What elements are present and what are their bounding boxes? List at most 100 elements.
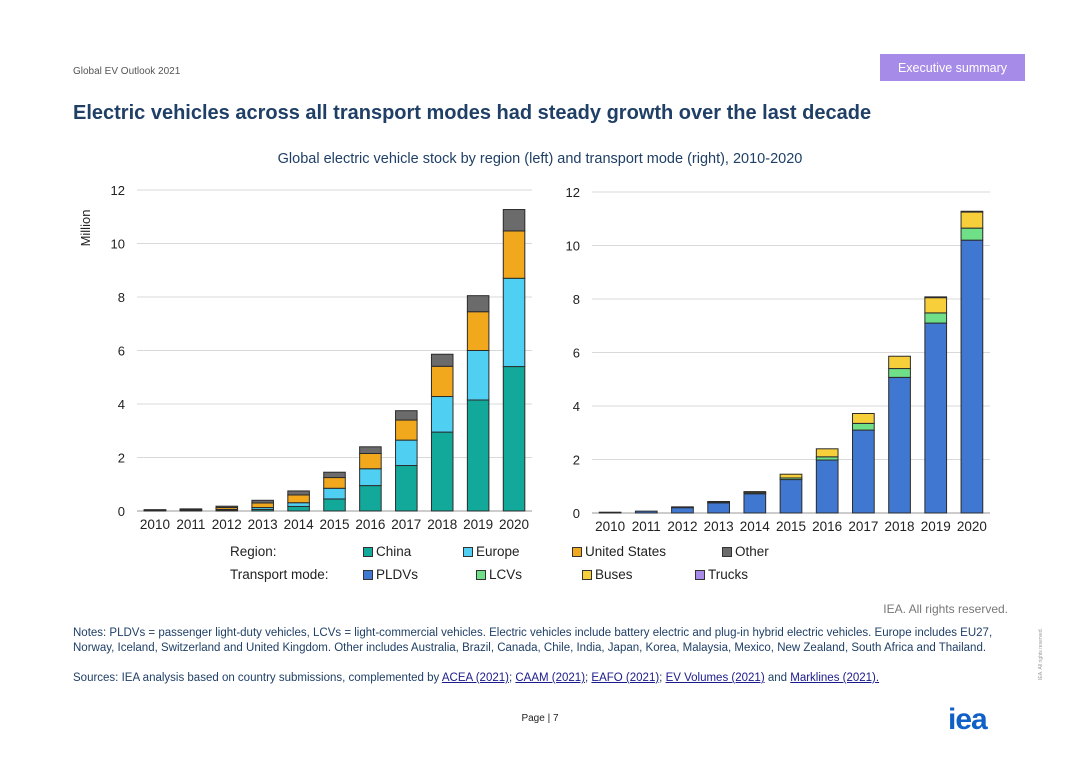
bar-region-other xyxy=(466,295,490,313)
source-link-acea[interactable]: ACEA (2021) xyxy=(441,672,509,684)
legend-region-label: Region: xyxy=(230,544,277,559)
bar-region-united-states xyxy=(359,452,382,470)
legend-item-trucks: Trucks xyxy=(695,567,748,582)
legend-item-buses: Buses xyxy=(582,567,633,582)
legend-item-lcvs: LCVs xyxy=(476,567,522,582)
source-link-eafo[interactable]: EAFO (2021) xyxy=(591,672,660,684)
bar-region-united-states xyxy=(502,230,526,279)
bar-region-europe xyxy=(395,439,418,467)
y-tick-label: 4 xyxy=(118,397,125,412)
x-tick-label: 2011 xyxy=(632,519,661,534)
legend-item-china: China xyxy=(363,544,411,559)
y-axis-label: Million xyxy=(78,210,93,247)
legend-mode-label: Transport mode: xyxy=(230,567,329,582)
y-tick-label: 2 xyxy=(118,451,125,466)
x-tick-label: 2016 xyxy=(812,519,842,534)
legend-swatch xyxy=(363,569,373,580)
x-tick-label: 2010 xyxy=(595,519,625,534)
x-tick-label: 2013 xyxy=(248,517,278,532)
x-tick-label: 2020 xyxy=(499,517,529,532)
bar-mode-lcvs xyxy=(671,506,694,509)
legend-swatch xyxy=(476,569,486,580)
bar-mode-lcvs xyxy=(888,368,911,378)
bar-region-united-states xyxy=(251,502,274,509)
x-tick-label: 2015 xyxy=(319,517,349,532)
bar-region-united-states xyxy=(466,311,490,351)
bar-mode-pldvs xyxy=(671,507,694,514)
x-tick-label: 2014 xyxy=(740,519,771,534)
x-tick-label: 2010 xyxy=(140,517,170,532)
bar-region-other xyxy=(251,499,274,504)
x-tick-label: 2015 xyxy=(776,519,806,534)
y-tick-label: 4 xyxy=(573,399,580,414)
bar-region-united-states xyxy=(323,477,346,489)
legend-swatch xyxy=(363,546,373,557)
bar-region-china xyxy=(359,485,382,512)
bar-mode-buses xyxy=(815,448,839,458)
bar-mode-buses xyxy=(743,491,767,494)
y-tick-label: 6 xyxy=(118,344,125,359)
source-link-ev-volumes[interactable]: EV Volumes (2021) xyxy=(665,672,765,684)
bar-mode-pldvs xyxy=(707,502,730,514)
bar-region-other xyxy=(179,508,203,511)
bar-region-other xyxy=(502,209,526,232)
section-badge[interactable]: Executive summary xyxy=(880,54,1025,81)
bar-mode-pldvs xyxy=(815,459,839,514)
x-tick-label: 2019 xyxy=(921,519,951,534)
y-tick-label: 10 xyxy=(111,237,125,252)
iea-logo: iea xyxy=(948,703,988,736)
bar-mode-pldvs xyxy=(743,493,767,514)
y-tick-label: 8 xyxy=(118,290,125,305)
x-tick-label: 2012 xyxy=(212,517,242,532)
bar-mode-pldvs xyxy=(924,322,948,514)
y-tick-label: 0 xyxy=(118,504,125,519)
x-tick-label: 2017 xyxy=(848,519,878,534)
legend-item-pldvs: PLDVs xyxy=(363,567,418,582)
bar-region-europe xyxy=(359,468,382,487)
bar-region-europe xyxy=(287,502,310,507)
bar-mode-buses xyxy=(924,297,948,314)
bar-mode-buses xyxy=(779,473,803,479)
bar-region-europe xyxy=(430,396,454,433)
bar-region-other xyxy=(395,410,418,421)
page-title: Electric vehicles across all transport m… xyxy=(73,102,872,124)
side-rights: IEA. All rights reserved. xyxy=(1038,628,1044,680)
legend-swatch xyxy=(572,546,582,557)
legend-item-europe: Europe xyxy=(463,544,520,559)
y-tick-label: 10 xyxy=(566,239,580,254)
bar-mode-trucks xyxy=(924,296,948,299)
y-tick-label: 12 xyxy=(111,183,125,198)
bar-region-china xyxy=(287,505,310,512)
x-tick-label: 2012 xyxy=(667,519,697,534)
y-tick-label: 12 xyxy=(566,185,580,200)
bar-region-united-states xyxy=(287,494,310,504)
page-number: Page | 7 xyxy=(521,713,559,724)
bar-region-china xyxy=(395,465,418,512)
bar-mode-lcvs xyxy=(960,227,984,241)
x-tick-label: 2014 xyxy=(284,517,315,532)
bar-region-china xyxy=(430,431,454,512)
bar-region-china xyxy=(502,366,526,512)
bar-mode-buses xyxy=(707,501,730,503)
sources: Sources: IEA analysis based on country s… xyxy=(73,672,880,684)
x-tick-label: 2018 xyxy=(427,517,457,532)
y-tick-label: 8 xyxy=(573,292,580,307)
legend-swatch xyxy=(695,569,705,580)
source-link-marklines[interactable]: Marklines (2021). xyxy=(790,672,880,684)
bar-region-other xyxy=(430,353,454,367)
rights-notice: IEA. All rights reserved. xyxy=(883,602,1008,616)
x-tick-label: 2018 xyxy=(885,519,915,534)
x-tick-label: 2020 xyxy=(957,519,987,534)
bar-region-other xyxy=(287,490,310,496)
bar-mode-pldvs xyxy=(779,479,803,514)
legend-swatch xyxy=(463,546,473,557)
source-link-caam[interactable]: CAAM (2021) xyxy=(515,672,586,684)
bar-mode-lcvs xyxy=(852,422,875,431)
bar-mode-pldvs xyxy=(852,429,875,514)
bar-mode-buses xyxy=(852,412,875,424)
x-tick-label: 2011 xyxy=(176,517,205,532)
bar-mode-buses xyxy=(960,211,984,229)
bar-mode-pldvs xyxy=(888,376,911,514)
notes: Notes: PLDVs = passenger light-duty vehi… xyxy=(73,627,993,654)
bar-region-europe xyxy=(466,350,490,401)
